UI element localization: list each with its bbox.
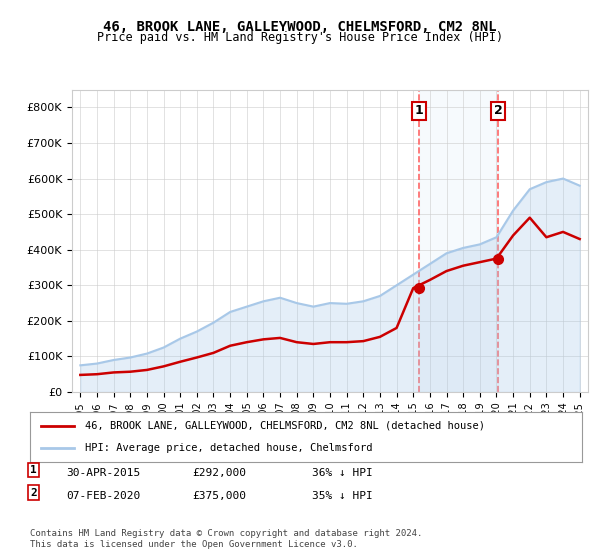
Text: Contains HM Land Registry data © Crown copyright and database right 2024.
This d: Contains HM Land Registry data © Crown c… xyxy=(30,529,422,549)
Text: 07-FEB-2020: 07-FEB-2020 xyxy=(66,491,140,501)
Text: HPI: Average price, detached house, Chelmsford: HPI: Average price, detached house, Chel… xyxy=(85,443,373,453)
Text: 36% ↓ HPI: 36% ↓ HPI xyxy=(312,468,373,478)
Text: 46, BROOK LANE, GALLEYWOOD, CHELMSFORD, CM2 8NL: 46, BROOK LANE, GALLEYWOOD, CHELMSFORD, … xyxy=(103,20,497,34)
Text: 46, BROOK LANE, GALLEYWOOD, CHELMSFORD, CM2 8NL (detached house): 46, BROOK LANE, GALLEYWOOD, CHELMSFORD, … xyxy=(85,421,485,431)
Text: Price paid vs. HM Land Registry's House Price Index (HPI): Price paid vs. HM Land Registry's House … xyxy=(97,31,503,44)
Text: 30-APR-2015: 30-APR-2015 xyxy=(66,468,140,478)
Text: 2: 2 xyxy=(30,488,37,498)
Text: 1: 1 xyxy=(415,104,423,117)
Bar xyxy=(419,90,498,392)
Text: £375,000: £375,000 xyxy=(192,491,246,501)
Text: 2: 2 xyxy=(494,104,502,117)
Text: £292,000: £292,000 xyxy=(192,468,246,478)
Text: 1: 1 xyxy=(30,465,37,475)
Text: 35% ↓ HPI: 35% ↓ HPI xyxy=(312,491,373,501)
